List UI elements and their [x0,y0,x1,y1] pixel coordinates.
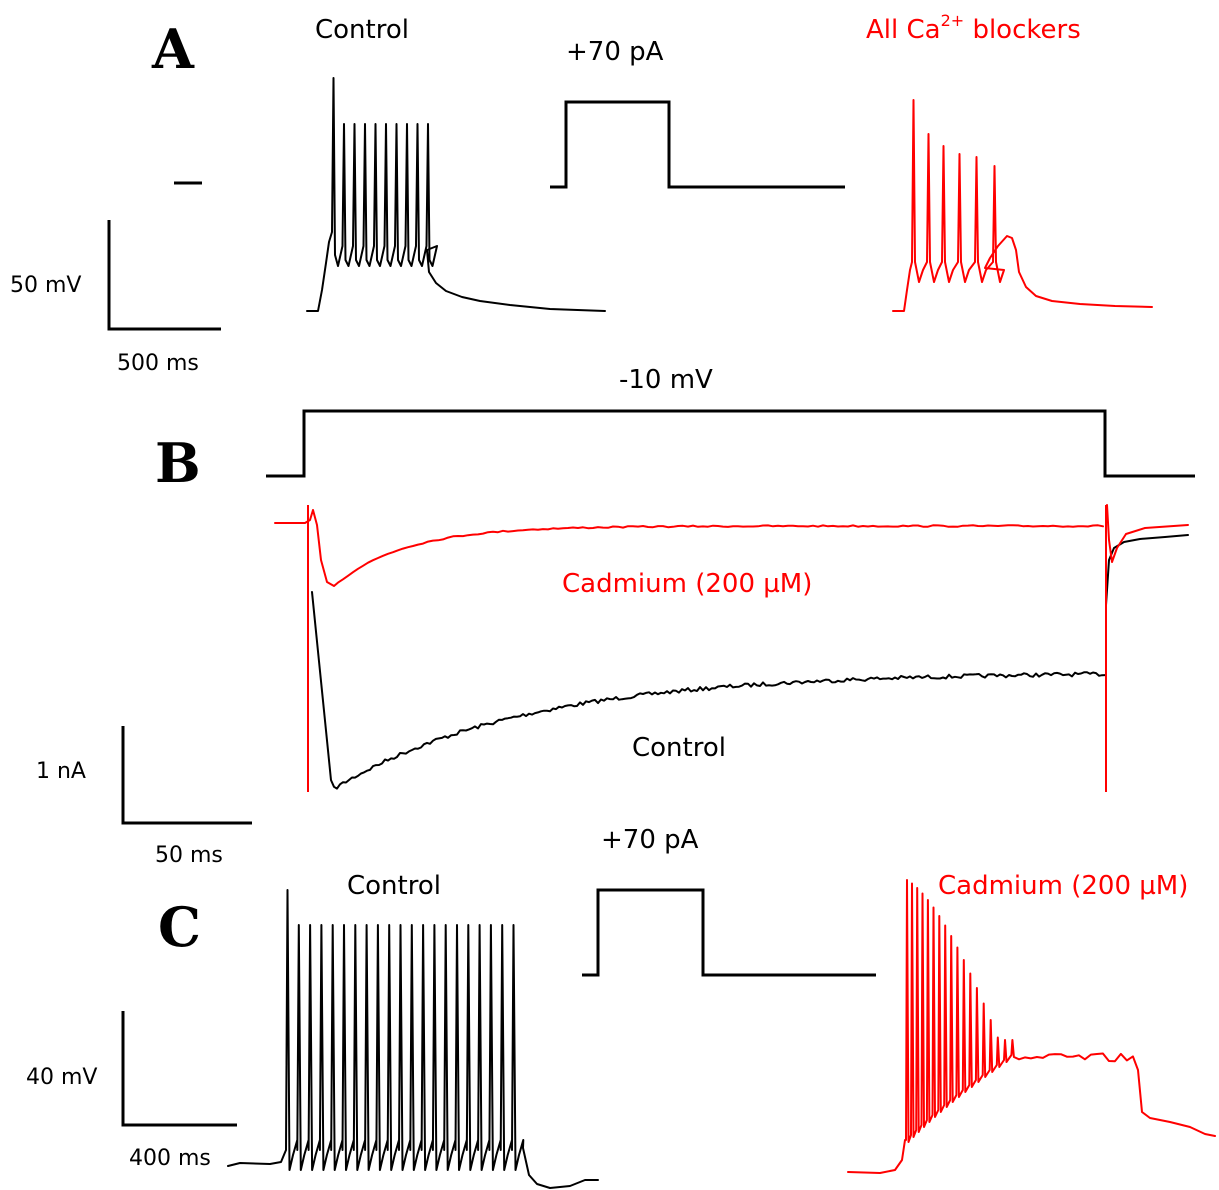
panel-c-letter: C [158,895,201,959]
panel-c-cadmium-label: Cadmium (200 µM) [938,871,1188,901]
panel-b-cadmium-label: Cadmium (200 µM) [562,569,812,599]
panel-a-y-scale-label: 50 mV [10,273,81,298]
panel-b-stim-label: -10 mV [619,365,713,395]
panel-c-stim-label: +70 pA [601,825,699,855]
panel-a-letter: A [151,17,195,81]
panel-c-scale-bar [121,1011,237,1127]
panel-b-scale-bar [121,726,252,825]
panel-b-control-label: Control [632,733,726,763]
panel-c-control-label: Control [347,871,441,901]
panel-c-cadmium-trace [847,879,1216,1174]
panel-a-scale-bar [107,220,221,331]
panel-a-control-trace [306,77,606,312]
panel-a-blocker-label: All Ca2+ blockers [866,11,1081,45]
panel-c-x-scale-label: 400 ms [129,1146,211,1171]
panel-b-y-scale-label: 1 nA [36,759,86,784]
panel-c-current-step [582,888,876,977]
panel-b-cadmium-trace [274,504,1189,587]
panel-a-blocker-main: All Ca [866,15,941,45]
panel-b-letter: B [155,431,201,495]
panel-a-blocker-tail: blockers [964,15,1081,45]
panel-b-control-trace [311,534,1189,790]
panel-a-current-step [550,100,845,189]
panel-a-blocker-trace [892,99,1153,312]
panel-a-blocker-sup: 2+ [941,11,965,30]
panel-a-control-label: Control [315,15,409,45]
panel-a-stim-label: +70 pA [566,37,664,67]
panel-b-x-scale-label: 50 ms [155,843,223,868]
panel-c-y-scale-label: 40 mV [26,1065,97,1090]
panel-a-x-scale-label: 500 ms [117,351,199,376]
panel-c-control-trace [227,889,599,1189]
panel-b-voltage-step [266,409,1195,478]
